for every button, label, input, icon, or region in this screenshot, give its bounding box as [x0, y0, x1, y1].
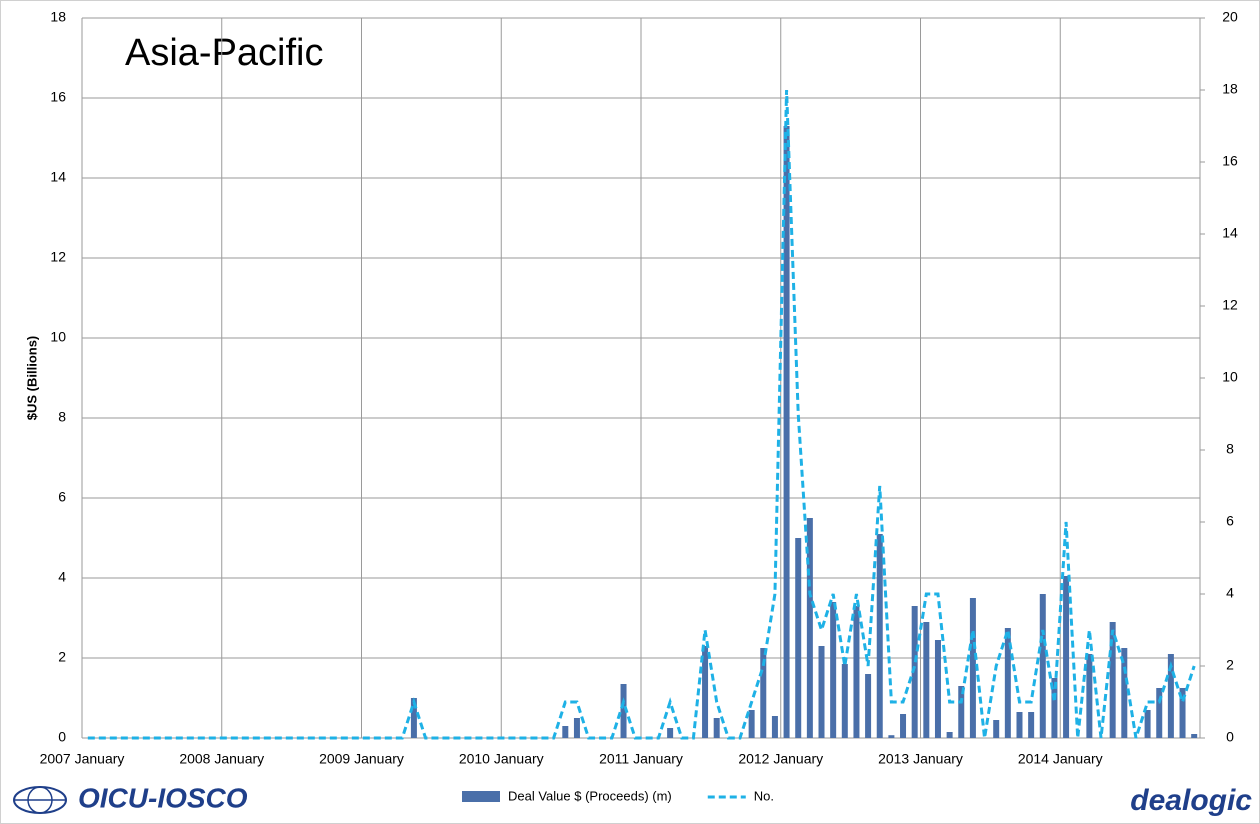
bar [562, 726, 569, 738]
bar [888, 735, 895, 738]
bar [713, 718, 720, 738]
logo-globe [13, 786, 67, 814]
y2-tick-label: 14 [1222, 225, 1238, 241]
y2-tick-label: 8 [1226, 441, 1234, 457]
x-tick-label: 2013 January [878, 751, 963, 767]
bar [748, 710, 755, 738]
x-tick-label: 2007 January [40, 751, 125, 767]
bar [1086, 654, 1093, 738]
bar [1063, 576, 1070, 738]
bar [1109, 622, 1116, 738]
bar [1156, 688, 1163, 738]
y2-tick-label: 6 [1226, 513, 1234, 529]
legend-label: Deal Value $ (Proceeds) (m) [508, 788, 672, 803]
y2-tick-label: 12 [1222, 297, 1238, 313]
y-tick-label: 18 [50, 9, 66, 25]
y-tick-label: 8 [58, 409, 66, 425]
bar [923, 622, 930, 738]
y2-tick-label: 20 [1222, 9, 1238, 25]
bar [876, 534, 883, 738]
bar [1051, 678, 1058, 738]
bar [620, 684, 627, 738]
y-tick-label: 4 [58, 569, 66, 585]
y-tick-label: 14 [50, 169, 66, 185]
bar [958, 686, 965, 738]
bar [795, 538, 802, 738]
bar [783, 126, 790, 738]
y-tick-label: 6 [58, 489, 66, 505]
bar [1179, 688, 1186, 738]
bar [1191, 734, 1198, 738]
y2-tick-label: 16 [1222, 153, 1238, 169]
bar [667, 728, 674, 738]
y-tick-label: 0 [58, 729, 66, 745]
bar [841, 664, 848, 738]
bar [934, 640, 941, 738]
bar [1144, 710, 1151, 738]
bar [1167, 654, 1174, 738]
bar [900, 714, 907, 738]
bar [702, 646, 709, 738]
x-tick-label: 2014 January [1018, 751, 1103, 767]
bar [818, 646, 825, 738]
bar [853, 606, 860, 738]
bar [573, 718, 580, 738]
legend-swatch [462, 791, 500, 802]
x-tick-label: 2010 January [459, 751, 544, 767]
y2-tick-label: 0 [1226, 729, 1234, 745]
logo-right: dealogic [1130, 784, 1252, 817]
logo-left: OICU-IOSCO [78, 782, 248, 813]
bar [969, 598, 976, 738]
bar [911, 606, 918, 738]
y2-tick-label: 10 [1222, 369, 1238, 385]
bar [806, 518, 813, 738]
y2-tick-label: 4 [1226, 585, 1234, 601]
bar [946, 732, 953, 738]
bar [1004, 628, 1011, 738]
y-tick-label: 2 [58, 649, 66, 665]
chart-title: Asia-Pacific [125, 32, 324, 74]
bar [865, 674, 872, 738]
y-tick-label: 10 [50, 329, 66, 345]
y2-tick-label: 18 [1222, 81, 1238, 97]
bar [830, 602, 837, 738]
y-axis-title: $US (Billions) [24, 336, 39, 421]
x-tick-label: 2012 January [738, 751, 823, 767]
x-tick-label: 2009 January [319, 751, 404, 767]
bar [771, 716, 778, 738]
bar [1039, 594, 1046, 738]
x-tick-label: 2008 January [179, 751, 264, 767]
bar [993, 720, 1000, 738]
bar [1121, 648, 1128, 738]
y-tick-label: 16 [50, 89, 66, 105]
x-tick-label: 2011 January [599, 751, 683, 767]
legend-label: No. [754, 788, 774, 803]
line [87, 89, 1196, 740]
bar [1016, 712, 1023, 738]
y2-tick-label: 2 [1226, 657, 1234, 673]
bar [760, 648, 767, 738]
bar [1028, 712, 1035, 738]
y-tick-label: 12 [50, 249, 66, 265]
bar [410, 698, 417, 738]
